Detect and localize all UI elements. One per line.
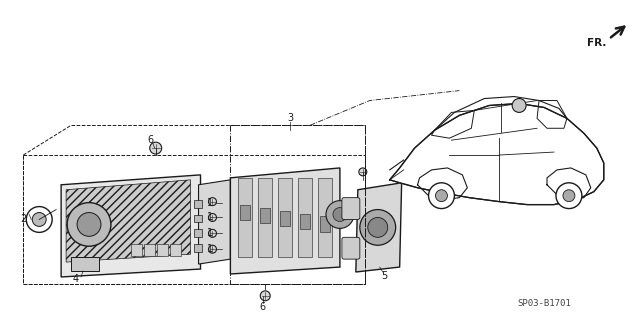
Circle shape — [32, 212, 46, 226]
Bar — [238, 178, 252, 257]
Bar — [298, 178, 312, 257]
Circle shape — [512, 99, 526, 112]
Bar — [144, 244, 155, 256]
Bar — [193, 200, 202, 208]
Circle shape — [150, 142, 162, 154]
Circle shape — [77, 212, 101, 236]
Circle shape — [333, 208, 347, 221]
Polygon shape — [198, 180, 230, 264]
Bar — [131, 244, 142, 256]
Circle shape — [209, 213, 216, 221]
FancyBboxPatch shape — [342, 237, 360, 259]
Bar — [320, 217, 330, 232]
Circle shape — [209, 245, 216, 253]
Circle shape — [435, 190, 447, 202]
Bar — [23, 155, 365, 284]
Text: 1: 1 — [207, 228, 214, 238]
Circle shape — [260, 291, 270, 301]
Circle shape — [26, 207, 52, 232]
FancyBboxPatch shape — [342, 198, 360, 219]
Circle shape — [360, 210, 396, 245]
Bar — [280, 211, 290, 226]
Bar — [259, 178, 272, 257]
Text: 1: 1 — [207, 244, 214, 254]
Text: 1: 1 — [207, 212, 214, 222]
Bar — [300, 213, 310, 229]
Polygon shape — [61, 175, 200, 277]
Bar — [278, 178, 292, 257]
Text: 3: 3 — [287, 113, 293, 123]
Circle shape — [368, 218, 388, 237]
Bar — [260, 208, 270, 223]
Circle shape — [563, 190, 575, 202]
Circle shape — [326, 201, 354, 228]
Circle shape — [209, 198, 216, 205]
Polygon shape — [356, 183, 402, 272]
Text: 4: 4 — [73, 274, 79, 284]
Bar — [193, 229, 202, 237]
Text: FR.: FR. — [587, 38, 607, 48]
Polygon shape — [230, 168, 340, 274]
Bar — [193, 244, 202, 252]
Polygon shape — [390, 103, 604, 204]
Circle shape — [556, 183, 582, 209]
Circle shape — [359, 168, 367, 176]
Text: 1: 1 — [207, 198, 214, 208]
Bar — [157, 244, 168, 256]
Bar — [318, 178, 332, 257]
Bar — [170, 244, 180, 256]
Text: 2: 2 — [20, 214, 26, 225]
Text: 6: 6 — [148, 135, 154, 145]
Bar — [241, 204, 250, 220]
Circle shape — [209, 229, 216, 237]
Text: SP03-B1701: SP03-B1701 — [517, 299, 571, 308]
Circle shape — [67, 203, 111, 246]
Text: 5: 5 — [381, 271, 388, 281]
Bar — [71, 257, 99, 271]
Circle shape — [429, 183, 454, 209]
Text: 6: 6 — [259, 302, 266, 312]
Polygon shape — [66, 180, 191, 262]
Bar — [193, 214, 202, 222]
